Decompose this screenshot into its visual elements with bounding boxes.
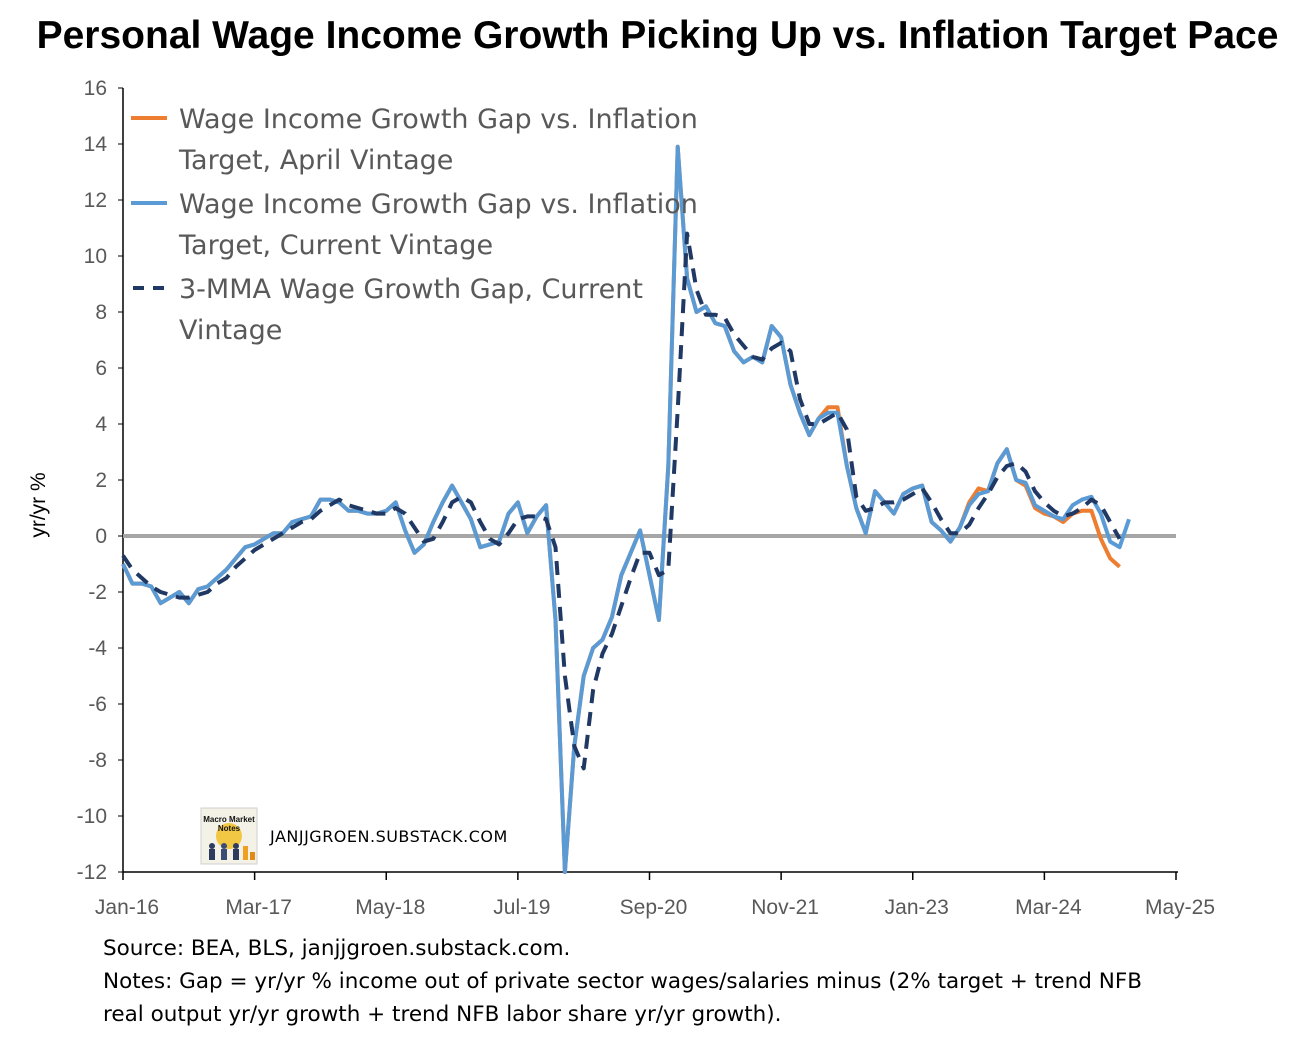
- y-tick-label: 14: [84, 133, 108, 156]
- y-tick-label: 6: [95, 357, 107, 380]
- y-tick-label: 4: [95, 413, 107, 436]
- y-tick-label: -6: [88, 693, 107, 716]
- y-tick-label: -4: [88, 637, 107, 660]
- chart-canvas: 16 14 12 10 8 6 4 2 0 -2 -4 -6 -8 -10 -12 Jan-16 Mar-17 M…: [27, 77, 1215, 919]
- x-tick-label: Mar-24: [1015, 896, 1082, 919]
- notes-line-2: real output yr/yr growth + trend NFB lab…: [103, 1002, 782, 1027]
- y-tick-label: -10: [77, 805, 107, 828]
- y-tick-label: 12: [84, 189, 107, 212]
- y-axis-label: yr/yr %: [27, 472, 50, 537]
- x-tick-label: Nov-21: [751, 896, 819, 919]
- y-tick-label: 10: [84, 245, 107, 268]
- x-tick-label: Jul-19: [493, 896, 550, 919]
- y-tick-label: -12: [77, 861, 107, 884]
- legend-label-3: Vintage: [179, 315, 282, 346]
- y-tick-label: -8: [88, 749, 107, 772]
- chart-notes: Source: BEA, BLS, janjjgroen.substack.co…: [103, 932, 1303, 1031]
- chart-series: [121, 144, 1131, 874]
- watermark-text: JANJJGROEN.SUBSTACK.COM: [269, 827, 508, 846]
- legend-label-3: 3-MMA Wage Growth Gap, Current: [179, 274, 643, 305]
- logo-person-icon: [209, 849, 215, 860]
- y-tick-label: 16: [84, 77, 107, 100]
- logo-bar-icon: [243, 846, 248, 860]
- logo-text: Notes: [218, 824, 241, 833]
- logo-person-icon: [221, 849, 227, 860]
- logo-person-icon: [221, 843, 227, 849]
- legend-label-1: Wage Income Growth Gap vs. Inflation: [179, 104, 698, 135]
- series-line-3: [121, 231, 1122, 771]
- x-tick-label: Sep-20: [620, 896, 688, 919]
- logo-person-icon: [209, 843, 215, 849]
- logo-person-icon: [233, 849, 239, 860]
- series-line-2: [121, 144, 1131, 874]
- legend-label-2: Wage Income Growth Gap vs. Inflation: [179, 189, 698, 220]
- x-tick-label: May-18: [355, 896, 425, 919]
- logo-sun-icon: [216, 823, 242, 849]
- legend-label-2: Target, Current Vintage: [178, 230, 493, 261]
- notes-line-1: Notes: Gap = yr/yr % income out of priva…: [103, 969, 1142, 994]
- source-note: Source: BEA, BLS, janjjgroen.substack.co…: [103, 936, 571, 961]
- chart-title: Personal Wage Income Growth Picking Up v…: [36, 14, 1279, 57]
- logo-person-icon: [233, 843, 239, 849]
- x-tick-label: Mar-17: [225, 896, 292, 919]
- chart-legend: Wage Income Growth Gap vs. Inflation Targ…: [131, 104, 698, 346]
- y-tick-label: -2: [88, 581, 107, 604]
- x-tick-label: Jan-16: [95, 896, 159, 919]
- chart-axes: 16 14 12 10 8 6 4 2 0 -2 -4 -6 -8 -10 -12 Jan-16 Mar-17 M…: [27, 77, 1215, 919]
- legend-label-1: Target, April Vintage: [178, 145, 453, 176]
- y-tick-label: 0: [95, 525, 107, 548]
- logo-bar-icon: [250, 852, 255, 860]
- y-tick-label: 8: [95, 301, 107, 324]
- x-tick-label: May-25: [1145, 896, 1215, 919]
- x-tick-label: Jan-23: [885, 896, 949, 919]
- logo-text: Macro Market: [203, 815, 255, 824]
- y-tick-label: 2: [95, 469, 107, 492]
